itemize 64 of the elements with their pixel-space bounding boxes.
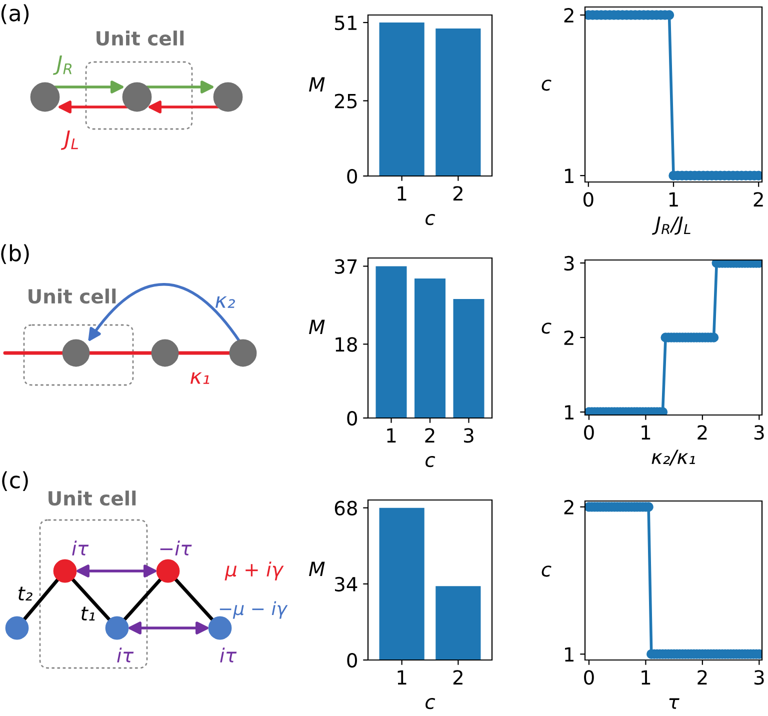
y-tick-label: 51 <box>335 16 356 30</box>
text: Unit cell <box>96 30 184 46</box>
y-tick-label: 18 <box>336 337 357 352</box>
y-axis-title: c <box>542 566 552 577</box>
x-tick-label: 0 <box>584 192 594 207</box>
x-tick-label: 3 <box>754 670 764 685</box>
y-tick-label: 68 <box>334 500 357 516</box>
text: t₁ <box>82 606 95 620</box>
x-tick-label: 1 <box>642 670 650 684</box>
x-tick-label: 1 <box>669 192 678 206</box>
y-tick-label: 0 <box>347 652 357 668</box>
x-tick-label: 1 <box>387 428 396 442</box>
x-tick-label: 1 <box>642 425 650 440</box>
x-tick-label: 2 <box>698 425 707 440</box>
x-axis-title: τ <box>669 698 680 709</box>
x-tick-label: 2 <box>453 186 462 200</box>
y-tick-label: 2 <box>564 330 574 345</box>
text: t₂ <box>18 586 32 600</box>
y-tick-label: 1 <box>565 168 574 183</box>
text: iτ <box>72 540 89 556</box>
text: J$_{L}$ <box>60 130 78 150</box>
x-tick-label: 1 <box>398 186 406 200</box>
x-tick-label: 2 <box>698 670 707 684</box>
y-tick-label: 0 <box>347 410 357 426</box>
x-tick-label: 2 <box>453 670 462 684</box>
text: (c) <box>2 471 28 492</box>
text: J$_{R}$ <box>53 56 72 75</box>
text: Unit cell <box>28 288 116 304</box>
text: (b) <box>1 244 29 264</box>
x-tick-label: 2 <box>754 192 763 206</box>
text: −iτ <box>160 540 192 556</box>
x-tick-label: 2 <box>425 428 434 442</box>
text: iτ <box>117 648 134 662</box>
text: μ + iγ <box>224 562 284 580</box>
x-axis-title: J$_{R}$/J$_{L}$ <box>652 216 690 235</box>
y-tick-label: 3 <box>564 256 574 271</box>
text: −μ − iγ <box>220 601 288 619</box>
x-axis-title: κ₂/κ₁ <box>652 450 695 466</box>
y-axis-title: M <box>309 320 325 334</box>
x-tick-label: 3 <box>464 428 474 443</box>
x-tick-label: 0 <box>584 670 594 685</box>
x-tick-label: 0 <box>584 425 594 440</box>
y-axis-title: c <box>542 322 552 334</box>
y-tick-label: 2 <box>564 500 574 514</box>
x-axis-title: c <box>426 698 436 710</box>
text: κ₁ <box>190 372 210 384</box>
y-axis-title: M <box>309 562 325 576</box>
y-tick-label: 37 <box>335 259 357 274</box>
y-tick-label: 1 <box>565 405 574 420</box>
text: κ₂ <box>216 296 235 308</box>
text: iτ <box>220 648 237 662</box>
x-axis-title: c <box>426 214 436 226</box>
text: Unit cell <box>48 490 136 506</box>
y-tick-label: 34 <box>335 576 358 592</box>
y-tick-label: 0 <box>347 168 357 184</box>
y-tick-label: 2 <box>564 8 574 22</box>
y-tick-label: 1 <box>565 647 574 662</box>
y-axis-title: c <box>542 80 552 91</box>
y-axis-title: M <box>309 77 325 92</box>
x-axis-title: c <box>426 456 436 468</box>
text: (a) <box>1 4 29 24</box>
x-tick-label: 1 <box>398 670 406 684</box>
y-tick-label: 25 <box>334 94 357 108</box>
x-tick-label: 3 <box>754 425 764 440</box>
